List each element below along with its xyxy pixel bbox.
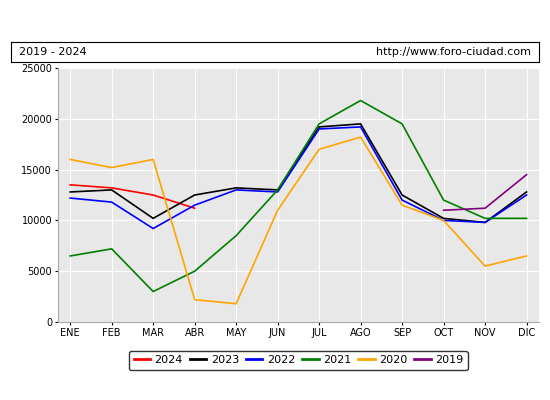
Text: http://www.foro-ciudad.com: http://www.foro-ciudad.com: [376, 47, 531, 57]
Legend: 2024, 2023, 2022, 2021, 2020, 2019: 2024, 2023, 2022, 2021, 2020, 2019: [129, 351, 468, 370]
Text: 2019 - 2024: 2019 - 2024: [19, 47, 86, 57]
Text: Evolucion Nº Turistas Nacionales en el municipio de San Fernando: Evolucion Nº Turistas Nacionales en el m…: [55, 14, 495, 28]
